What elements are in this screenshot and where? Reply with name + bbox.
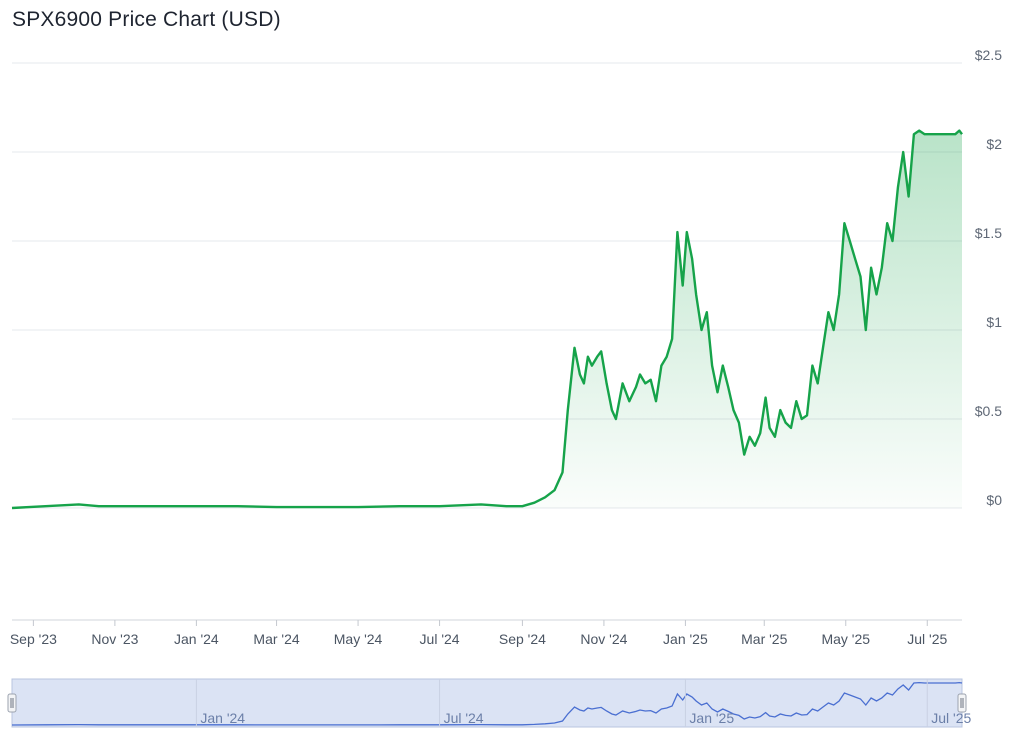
x-axis: Sep '23 Nov '23 Jan '24 Mar '24 May '24 Jul '… bbox=[10, 620, 947, 647]
navigator[interactable]: Jan '24 Jul '24 Jan '25 Jul '25 bbox=[7, 678, 972, 728]
x-tick-label: Nov '24 bbox=[580, 631, 627, 647]
y-tick-label: $2.5 bbox=[975, 47, 1002, 63]
x-tick-label: Jul '24 bbox=[420, 631, 460, 647]
y-tick-label: $0 bbox=[986, 492, 1002, 508]
x-tick-label: Mar '24 bbox=[253, 631, 299, 647]
y-gridlines bbox=[12, 62, 962, 621]
x-tick-label: Nov '23 bbox=[91, 631, 138, 647]
x-tick-label: Jul '25 bbox=[907, 631, 947, 647]
navigator-tick-label: Jan '25 bbox=[689, 710, 734, 726]
handle-box[interactable] bbox=[7, 693, 17, 713]
y-tick-label: $1.5 bbox=[975, 225, 1002, 241]
x-tick-label: Sep '23 bbox=[10, 631, 57, 647]
y-tick-label: $0.5 bbox=[975, 403, 1002, 419]
y-tick-label: $1 bbox=[986, 314, 1002, 330]
chart-title: SPX6900 Price Chart (USD) bbox=[12, 8, 281, 31]
price-line[interactable] bbox=[11, 129, 963, 510]
y-axis-labels: $0 $0.5 $1 $1.5 $2 $2.5 bbox=[975, 47, 1002, 508]
navigator-line bbox=[11, 681, 963, 726]
plot-area[interactable] bbox=[11, 129, 963, 510]
x-tick-label: Jan '25 bbox=[663, 631, 708, 647]
x-tick-label: Jan '24 bbox=[174, 631, 219, 647]
x-tick-label: May '25 bbox=[821, 631, 870, 647]
x-tick-label: Sep '24 bbox=[499, 631, 546, 647]
price-area-fill bbox=[12, 130, 962, 508]
navigator-left-handle[interactable] bbox=[7, 693, 17, 713]
x-tick-label: May '24 bbox=[334, 631, 383, 647]
navigator-tick-label: Jul '24 bbox=[444, 710, 484, 726]
navigator-tick-label: Jan '24 bbox=[200, 710, 245, 726]
navigator-selection[interactable] bbox=[11, 678, 963, 728]
y-tick-label: $2 bbox=[986, 136, 1002, 152]
navigator-right-handle[interactable] bbox=[957, 693, 967, 713]
navigator-tick-label: Jul '25 bbox=[931, 710, 971, 726]
x-tick-label: Mar '25 bbox=[741, 631, 787, 647]
handle-box[interactable] bbox=[957, 693, 967, 713]
